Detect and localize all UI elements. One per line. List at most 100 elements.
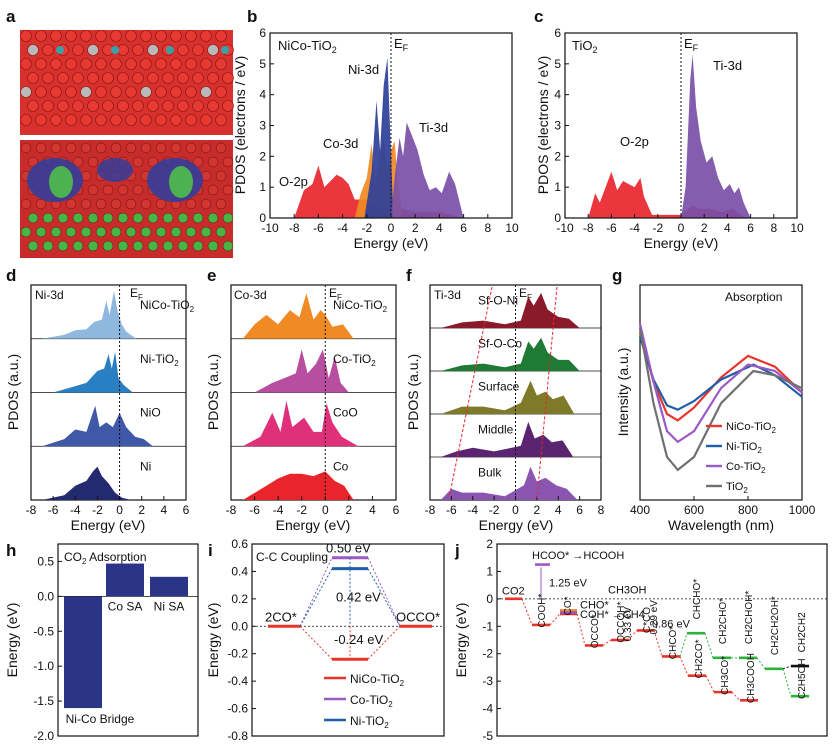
atom xyxy=(56,46,64,54)
species-label: CO2 xyxy=(502,586,525,598)
atom xyxy=(125,198,137,210)
structure-image-top xyxy=(20,30,234,135)
atom xyxy=(110,86,122,98)
barrier-label: 1.25 eV xyxy=(549,578,588,590)
atom xyxy=(132,240,144,252)
chart-b-label-ni: Ni-3d xyxy=(348,62,379,77)
atom xyxy=(57,212,69,224)
chart-i-frame xyxy=(251,543,445,737)
legend-label: NiCo-TiO2 xyxy=(726,421,776,435)
species-label: CH2CO* xyxy=(694,639,705,678)
y-tick-label: -0.2 xyxy=(227,647,248,661)
atom xyxy=(87,100,99,112)
x-tick-label: -6 xyxy=(249,503,260,517)
y-tick-label: -5 xyxy=(482,729,493,743)
atom xyxy=(57,72,69,84)
atom xyxy=(132,100,144,112)
y-tick-label: -0.8 xyxy=(227,729,248,743)
atom xyxy=(215,86,227,98)
atom xyxy=(166,46,174,54)
pdos-area xyxy=(440,466,578,500)
bar-label: Ni SA xyxy=(154,599,185,613)
atom xyxy=(140,30,152,42)
species-label: CH3COOH xyxy=(746,653,757,703)
atom xyxy=(207,240,219,252)
x-tick-label: 0 xyxy=(322,503,329,517)
pdos-area xyxy=(42,466,131,500)
panel-label-j: j xyxy=(454,541,460,560)
atom xyxy=(50,226,62,238)
value-label: 0.50 eV xyxy=(326,541,371,556)
atom xyxy=(87,212,99,224)
x-tick-label: -6 xyxy=(606,221,617,235)
chart-e-ylabel: PDOS (a.u.) xyxy=(205,354,221,430)
level-link xyxy=(602,639,612,646)
y-tick-label: 1 xyxy=(486,564,493,578)
y-tick-label: -1 xyxy=(482,619,493,633)
series-label: Co-TiO2 xyxy=(333,352,376,368)
atom xyxy=(215,114,227,126)
atom xyxy=(35,226,47,238)
trend-line xyxy=(448,286,493,499)
atom xyxy=(35,30,47,42)
pdos-area xyxy=(440,292,580,328)
pdos-area xyxy=(42,405,153,447)
chart-g-xlabel: Wavelength (nm) xyxy=(668,517,774,533)
atom xyxy=(27,100,39,112)
barrier-label: 0.29 eV xyxy=(649,600,660,635)
series-label: Co xyxy=(333,459,349,473)
atom xyxy=(177,240,189,252)
atom xyxy=(185,226,197,238)
connector xyxy=(299,568,333,627)
atom xyxy=(140,198,152,210)
series-label: NiO xyxy=(140,406,161,420)
y-tick-label: 4 xyxy=(554,88,561,102)
x-tick-label: 400 xyxy=(630,503,650,517)
species-label: CH2CHOH* xyxy=(744,591,755,644)
y-tick-label: -2.0 xyxy=(33,729,54,743)
series-label: Bulk xyxy=(478,465,502,479)
absorption-curve xyxy=(638,323,803,444)
atom xyxy=(170,30,182,42)
atom xyxy=(222,212,234,224)
atom xyxy=(42,100,54,112)
y-tick-label: 0.0 xyxy=(37,589,54,603)
y-tick-label: 3 xyxy=(259,119,266,133)
y-tick-label: 0 xyxy=(259,211,266,225)
x-tick-label: 6 xyxy=(460,221,467,235)
atom xyxy=(110,114,122,126)
legend-label: TiO2 xyxy=(726,481,748,495)
atom xyxy=(65,142,77,154)
atom xyxy=(20,114,32,126)
x-tick-label: 10 xyxy=(505,221,519,235)
atom xyxy=(170,58,182,70)
atom xyxy=(110,142,122,154)
panel-label-h: h xyxy=(6,541,16,560)
y-tick-label: -1.5 xyxy=(33,694,54,708)
pdos-area xyxy=(440,337,580,371)
chart-b-title: NiCo-TiO2 xyxy=(278,38,337,55)
chart-e-xlabel: Energy (eV) xyxy=(276,517,351,533)
x-tick-label: -8 xyxy=(583,221,594,235)
state-label: OCCO* xyxy=(396,609,440,624)
chart-f: Ti-3d EF Energy (eV) PDOS (a.u.) Sf-O-Ni… xyxy=(405,284,605,533)
chart-f-ylabel: PDOS (a.u.) xyxy=(405,354,421,430)
level-link xyxy=(782,668,792,697)
x-tick-label: 2 xyxy=(138,503,145,517)
bar xyxy=(106,563,144,597)
atom xyxy=(27,240,39,252)
atom xyxy=(87,44,99,56)
absorption-curve xyxy=(638,332,803,422)
chart-g: Absorption Wavelength (nm) Intensity (a.… xyxy=(615,284,816,533)
atom xyxy=(155,58,167,70)
x-tick-label: 0 xyxy=(678,221,685,235)
atom xyxy=(170,142,182,154)
x-tick-label: 0 xyxy=(512,503,519,517)
series-label: Surface xyxy=(478,379,520,393)
atom xyxy=(125,226,137,238)
atom xyxy=(215,58,227,70)
atom xyxy=(192,156,204,168)
chart-e: Co-3d EF Energy (eV) PDOS (a.u.) NiCo-Ti… xyxy=(205,284,400,533)
x-tick-label: -4 xyxy=(629,221,640,235)
